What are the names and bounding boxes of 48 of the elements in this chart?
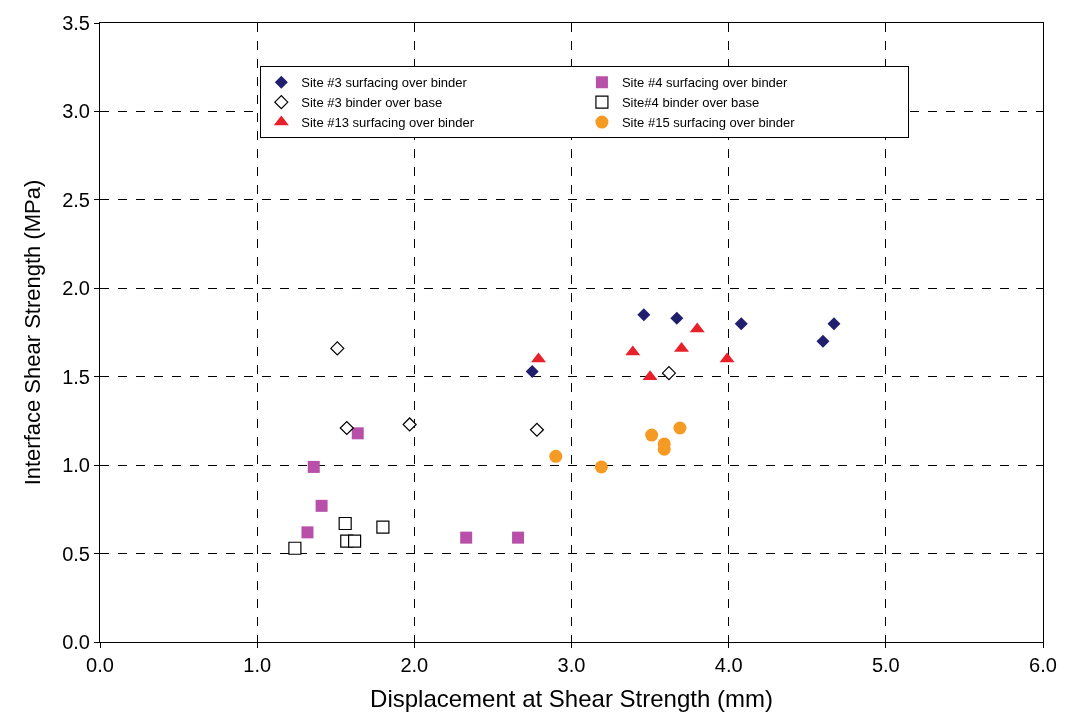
y-tick-label: 0.5 (62, 542, 90, 565)
x-tick-label: 5.0 (871, 654, 900, 676)
point (460, 531, 473, 544)
x-tick-label: 2.0 (400, 654, 429, 676)
point (351, 427, 364, 440)
point (288, 541, 302, 555)
x-tick-label: 3.0 (557, 654, 586, 676)
legend-label: Site #13 surfacing over binder (301, 115, 475, 131)
legend-label: Site #15 surfacing over binder (621, 115, 796, 131)
x-tick-label: 4.0 (714, 654, 743, 676)
y-tick-label: 2.5 (62, 188, 90, 211)
x-tick-label: 0.0 (86, 654, 114, 676)
legend-label: Site #3 surfacing over binder (301, 75, 468, 91)
point (348, 534, 362, 548)
legend-label: Site #4 surfacing over binder (621, 75, 789, 91)
point (512, 531, 525, 544)
point (376, 520, 390, 534)
point (315, 499, 328, 512)
point (339, 420, 354, 436)
point (645, 428, 659, 442)
point (402, 417, 417, 432)
point (734, 317, 748, 331)
point (673, 421, 687, 435)
y-tick-label: 1.5 (62, 365, 90, 388)
point (816, 334, 830, 348)
x-axis-title: Displacement at Shear Strength (mm) (370, 685, 773, 713)
point (529, 422, 545, 437)
y-tick-label: 2.0 (62, 277, 90, 300)
y-axis-title: Interface Shear Strength (MPa) (19, 179, 45, 486)
point (301, 526, 314, 539)
point (338, 516, 352, 531)
point (307, 460, 320, 473)
point (827, 317, 841, 331)
y-tick-label: 3.5 (62, 12, 90, 34)
point (549, 449, 563, 463)
x-tick-label: 6.0 (1029, 654, 1057, 676)
point (594, 460, 608, 474)
point (661, 366, 677, 381)
point (330, 341, 345, 356)
point (670, 311, 684, 325)
point (637, 308, 651, 322)
y-tick-label: 3.0 (62, 100, 90, 123)
legend-label: Site#4 binder over base (621, 95, 760, 111)
point (525, 364, 539, 378)
x-tick-label: 1.0 (243, 654, 272, 676)
y-tick-label: 1.0 (62, 454, 90, 477)
y-tick-label: 0.0 (62, 631, 90, 653)
legend-label: Site #3 binder over base (301, 95, 443, 111)
